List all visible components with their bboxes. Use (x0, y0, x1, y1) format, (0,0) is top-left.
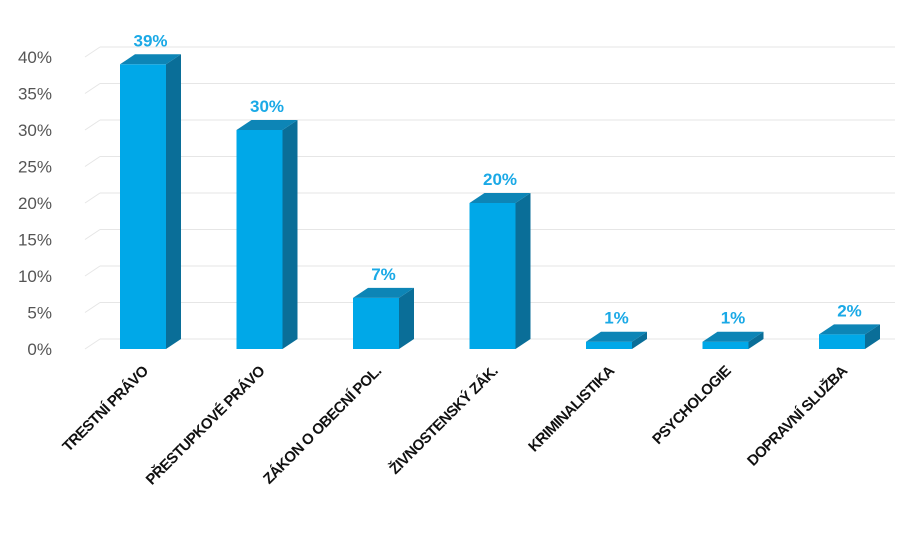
x-tick-label: TRESTNÍ PRÁVO (59, 362, 152, 455)
y-tick-label: 30% (18, 121, 52, 140)
grid-line-diagonal (84, 156, 101, 167)
bar (586, 331, 647, 349)
bar-side (166, 54, 181, 350)
x-tick-label: ŽIVNOSTENSKÝ ZÁK. (386, 362, 502, 478)
y-tick-label: 40% (18, 48, 52, 67)
bar-top (586, 331, 647, 342)
y-tick-label: 25% (18, 158, 52, 177)
bar-side (632, 331, 647, 349)
bar (819, 324, 880, 349)
bar (353, 287, 414, 349)
x-tick-label: ZÁKON O OBECNÍ POL. (260, 363, 385, 488)
bar (469, 193, 531, 349)
grid-line-diagonal (84, 83, 101, 94)
data-labels: 39% 30% 7% 20% 1% 1% 2% (133, 31, 861, 327)
bar-side (515, 193, 531, 349)
bar-front (586, 341, 632, 349)
bar-top (236, 120, 298, 130)
bar-top (353, 287, 414, 298)
y-tick-label: 20% (18, 194, 52, 213)
y-tick-label: 10% (18, 267, 52, 286)
data-label: 7% (371, 265, 396, 284)
bar-front (469, 203, 516, 349)
bar-side (399, 287, 414, 349)
bar-front (819, 334, 865, 349)
data-label: 30% (250, 97, 284, 116)
grid-line-diagonal (84, 119, 101, 131)
bar-front (353, 297, 399, 349)
data-label: 2% (837, 301, 862, 320)
grid-line-diagonal (84, 192, 101, 204)
x-tick-label: PSYCHOLOGIE (649, 362, 735, 448)
bars (120, 54, 880, 350)
grid-line-diagonal (84, 265, 101, 277)
data-label: 1% (604, 309, 629, 328)
bar-front (236, 130, 283, 349)
bar (702, 331, 764, 349)
grid-line-diagonal (84, 229, 101, 240)
grid-line-diagonal (84, 302, 101, 313)
data-label: 39% (133, 31, 167, 50)
x-tick-label: PŘESTUPKOVÉ PRÁVO (142, 361, 269, 488)
grid-line-diagonal (84, 338, 101, 350)
x-tick-label: DOPRAVNÍ SLUŽBA (743, 362, 851, 470)
y-tick-label: 15% (18, 231, 52, 250)
bar-top (120, 54, 181, 65)
data-label: 20% (483, 170, 517, 189)
bar-top (819, 324, 880, 335)
x-tick-label: KRIMINALISTIKA (525, 362, 618, 455)
y-tick-label: 35% (18, 85, 52, 104)
bar-side (865, 324, 880, 349)
bar (236, 120, 298, 349)
bar-side (282, 120, 298, 349)
bar (120, 54, 181, 350)
grid-line-diagonal (84, 46, 101, 58)
bar-top (702, 331, 764, 342)
bar-front (702, 341, 749, 349)
y-tick-label: 5% (27, 304, 52, 323)
data-label: 1% (721, 309, 746, 328)
y-tick-label: 0% (27, 340, 52, 359)
bar-top (469, 193, 531, 203)
bar-front (120, 64, 166, 350)
y-axis-tick-labels: 0% 5% 10% 15% 20% 25% 30% 35% 40% (18, 48, 52, 359)
bar-side (748, 331, 764, 349)
